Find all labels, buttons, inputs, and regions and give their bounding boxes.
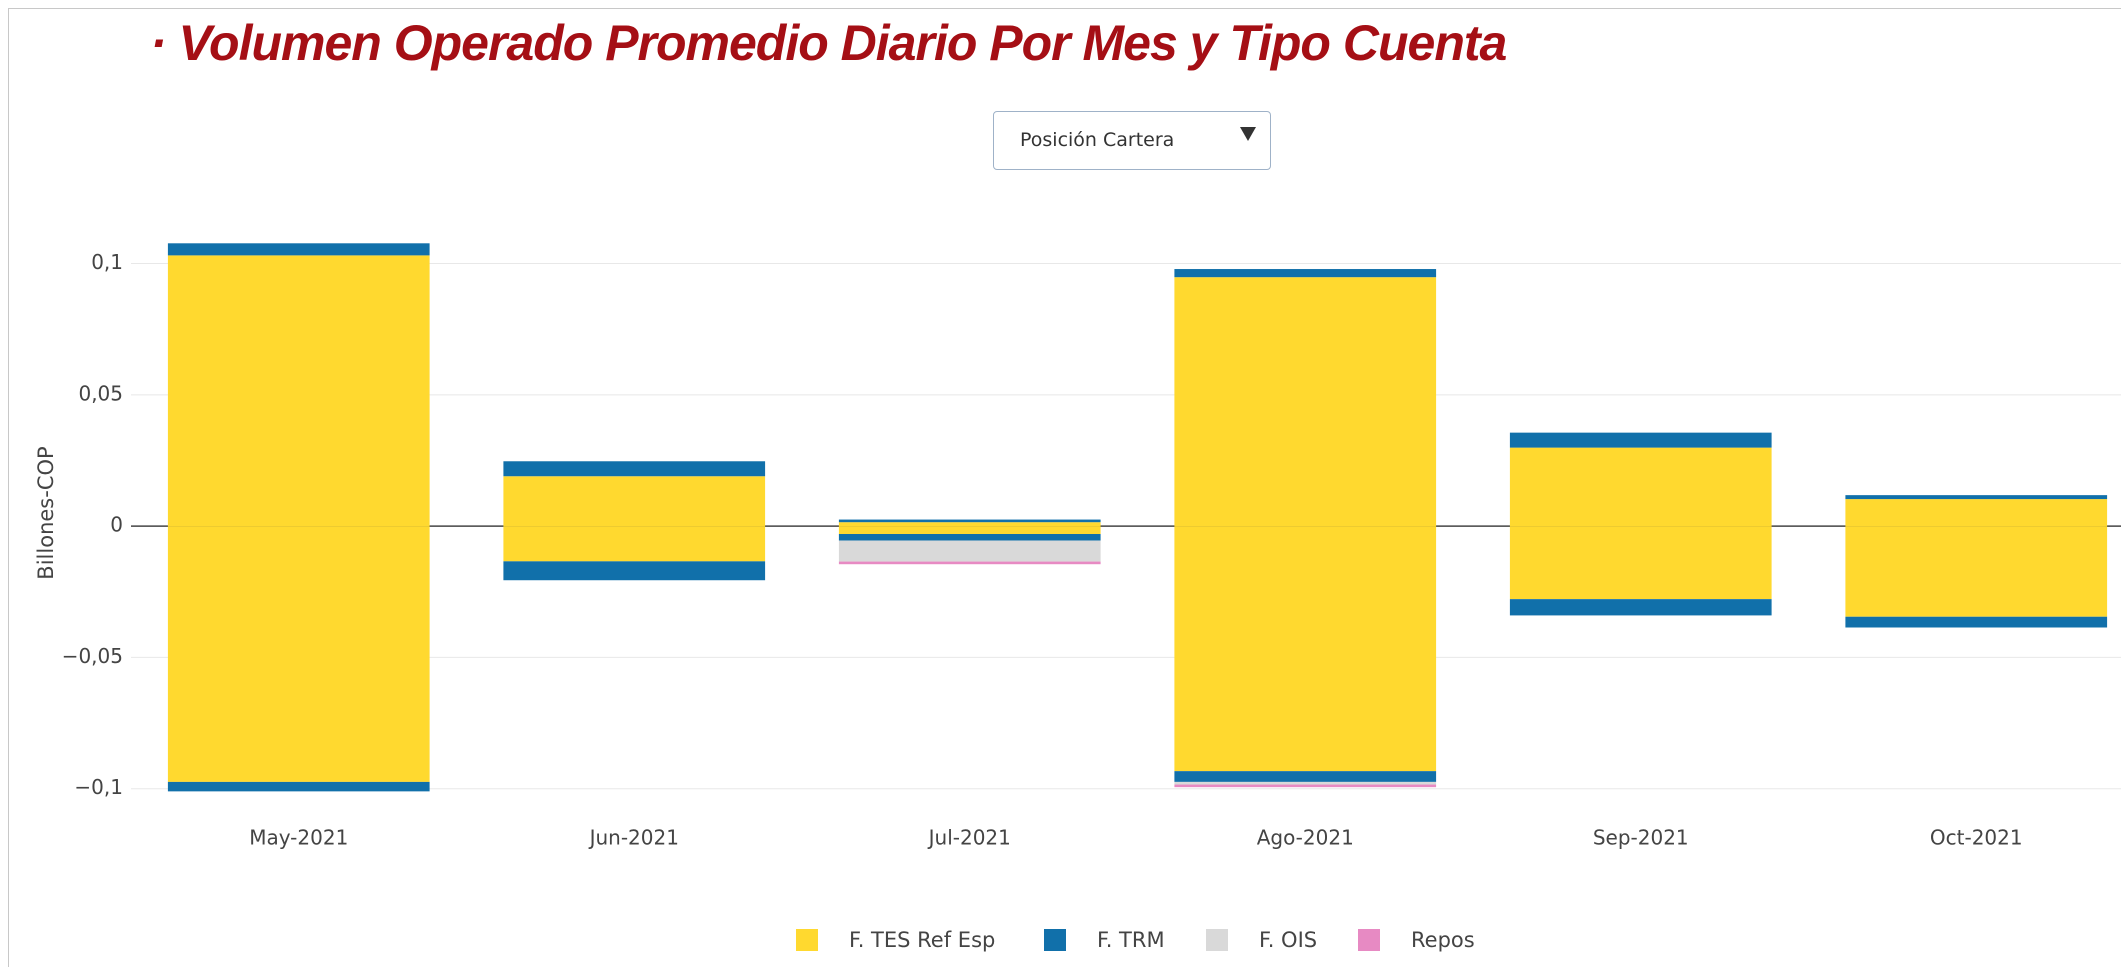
y-tick-label: 0,05 <box>78 381 123 405</box>
x-tick-label: Jun-2021 <box>588 826 679 850</box>
y-tick-label: −0,1 <box>74 775 123 799</box>
bar-segment <box>1509 432 1772 448</box>
frame <box>8 8 2121 967</box>
bar-segment <box>1845 499 2108 527</box>
y-tick-label: 0 <box>110 513 123 537</box>
bar-segment <box>503 526 766 562</box>
bar-segment <box>1174 771 1437 782</box>
y-tick-label: −0,05 <box>62 644 123 668</box>
x-tick-label: Ago-2021 <box>1257 826 1354 850</box>
legend-swatch <box>1044 929 1066 951</box>
bar-segment <box>1174 269 1437 278</box>
legend-swatch <box>1358 929 1380 951</box>
y-axis-title: Billones-COP <box>34 446 58 579</box>
bar-segment <box>1509 599 1772 616</box>
bar-segment <box>838 534 1101 541</box>
bar-segment <box>1509 526 1772 600</box>
bar-segment <box>1174 781 1437 785</box>
legend-swatch <box>796 929 818 951</box>
bar-segment <box>1509 447 1772 527</box>
bar-segment <box>1174 526 1437 772</box>
x-tick-label: May-2021 <box>249 826 348 850</box>
bar-segment <box>838 526 1101 535</box>
bar-segment <box>1174 277 1437 527</box>
dropdown-label: Posición Cartera <box>1020 129 1175 151</box>
bar-segment <box>1845 495 2108 500</box>
legend-label: F. OIS <box>1259 928 1317 952</box>
bar-segment <box>167 781 430 792</box>
dropdown[interactable]: Posición Cartera <box>993 111 1271 170</box>
bar-segment <box>1845 616 2108 628</box>
bar-segment <box>838 540 1101 562</box>
bar-segment <box>1174 784 1437 788</box>
bar-segment <box>503 461 766 477</box>
bar-segment <box>838 519 1101 523</box>
chart-title: · Volumen Operado Promedio Diario Por Me… <box>150 15 1507 71</box>
x-tick-label: Sep-2021 <box>1593 826 1689 850</box>
bar-segment <box>503 561 766 581</box>
bar-segment <box>167 255 430 527</box>
legend-label: F. TES Ref Esp <box>849 928 995 952</box>
bar-segment <box>167 243 430 256</box>
x-tick-label: Oct-2021 <box>1930 826 2023 850</box>
bar-segment <box>838 522 1101 527</box>
bar-segment <box>503 476 766 527</box>
y-tick-label: 0,1 <box>91 250 123 274</box>
bar-segment <box>1845 526 2108 617</box>
bar-segment <box>838 561 1101 565</box>
bar-segment <box>167 526 430 782</box>
legend-label: Repos <box>1411 928 1475 952</box>
x-tick-label: Jul-2021 <box>927 826 1011 850</box>
legend-swatch <box>1206 929 1228 951</box>
legend-label: F. TRM <box>1097 928 1165 952</box>
dropdown-arrow <box>1240 127 1256 141</box>
